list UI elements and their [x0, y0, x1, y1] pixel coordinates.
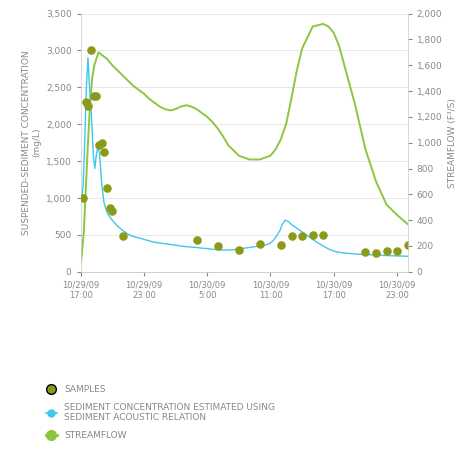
Point [404, 241, 411, 248]
Y-axis label: SUSPENDED-SEDIMENT CONCENTRATION
(mg/L): SUSPENDED-SEDIMENT CONCENTRATION (mg/L) [22, 50, 42, 235]
Point [383, 247, 390, 255]
Point [119, 233, 127, 240]
Point [82, 98, 90, 106]
Legend: SAMPLES, SEDIMENT CONCENTRATION ESTIMATED USING
SEDIMENT ACOUSTIC RELATION, STRE: SAMPLES, SEDIMENT CONCENTRATION ESTIMATE… [43, 381, 279, 444]
Point [100, 149, 108, 156]
Point [85, 102, 92, 110]
Y-axis label: STREAMFLOW (F³/S): STREAMFLOW (F³/S) [448, 98, 457, 188]
Point [95, 141, 103, 149]
Point [298, 232, 306, 239]
Point [362, 248, 369, 255]
Point [319, 231, 327, 239]
Point [235, 246, 243, 253]
Point [214, 242, 221, 250]
Point [103, 184, 111, 191]
Point [372, 250, 380, 257]
Point [288, 232, 295, 239]
Point [256, 240, 264, 247]
Point [393, 247, 401, 255]
Point [90, 92, 98, 100]
Point [80, 194, 87, 202]
Point [193, 236, 201, 244]
Point [277, 241, 285, 248]
Point [87, 47, 95, 54]
Point [98, 140, 106, 147]
Point [92, 92, 100, 100]
Point [106, 204, 113, 211]
Point [309, 231, 317, 239]
Point [109, 207, 116, 214]
